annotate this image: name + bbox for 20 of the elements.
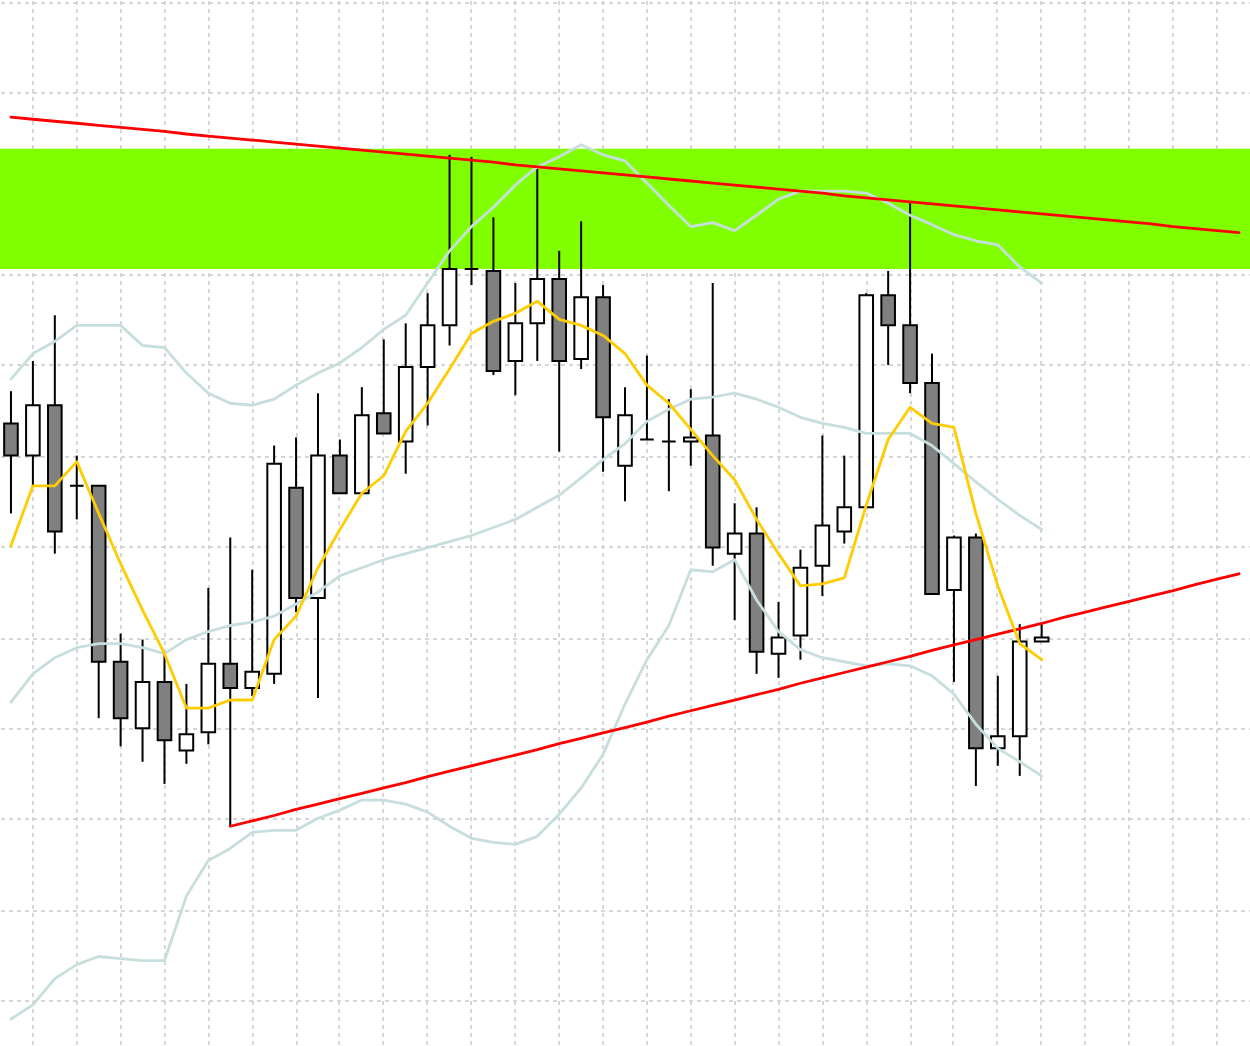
- candlestick: [726, 502, 743, 622]
- candlestick: [880, 269, 896, 366]
- candlestick: [332, 438, 348, 495]
- candlestick: [178, 682, 195, 765]
- candlestick: [770, 600, 787, 679]
- candlestick: [463, 155, 480, 287]
- candlestick: [507, 282, 524, 397]
- candlestick: [639, 354, 655, 441]
- candlestick: [814, 434, 831, 597]
- candlestick: [3, 390, 19, 515]
- candlestick: [682, 388, 699, 467]
- candlestick: [661, 398, 677, 493]
- candlestick: [375, 338, 392, 435]
- candlestick: [836, 454, 853, 545]
- candlestick: [68, 454, 85, 521]
- candlestick: [419, 292, 436, 427]
- candlestick: [134, 638, 151, 763]
- candlestick: [222, 536, 239, 828]
- candlestick: [529, 167, 546, 362]
- candlestick: [244, 568, 260, 697]
